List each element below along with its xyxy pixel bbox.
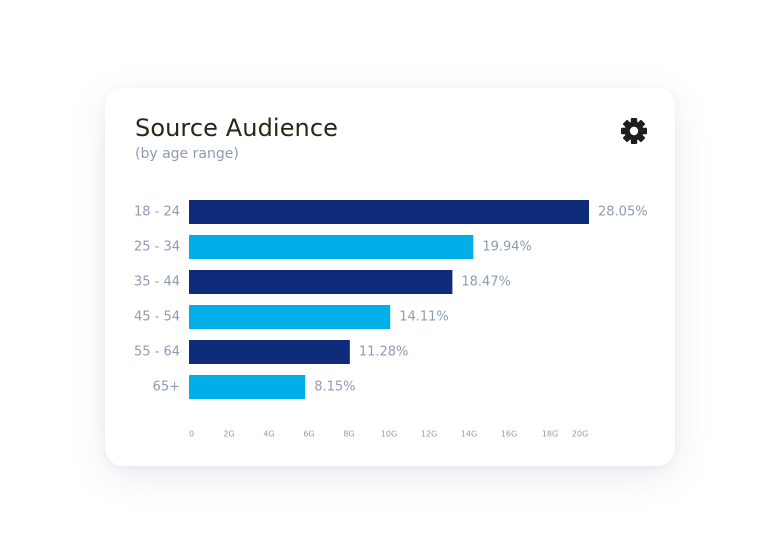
value-label: 14.11% <box>399 310 449 325</box>
gear-icon <box>621 118 647 144</box>
bar[interactable] <box>189 235 474 259</box>
card-title: Source Audience <box>135 114 339 142</box>
x-tick-label: 4G <box>263 430 274 439</box>
value-label: 11.28% <box>359 345 409 360</box>
value-label: 28.05% <box>598 205 648 220</box>
x-tick-label: 14G <box>461 430 477 439</box>
value-label: 19.94% <box>482 240 532 255</box>
x-tick-label: 8G <box>343 430 354 439</box>
x-tick-label: 18G <box>542 430 558 439</box>
settings-button[interactable] <box>619 116 649 146</box>
category-label: 35 - 44 <box>134 275 180 290</box>
x-tick-label: 0 <box>189 430 194 439</box>
bar[interactable] <box>189 270 453 294</box>
bar[interactable] <box>189 375 306 399</box>
category-label: 25 - 34 <box>134 240 180 255</box>
bar[interactable] <box>189 305 391 329</box>
card-subtitle: (by age range) <box>135 146 239 162</box>
x-tick-label: 2G <box>223 430 234 439</box>
category-label: 55 - 64 <box>134 345 180 360</box>
x-tick-label: 6G <box>303 430 314 439</box>
x-tick-label: 12G <box>421 430 437 439</box>
source-audience-card: Source Audience (by age range) 18 - 24 28… <box>105 88 675 466</box>
category-label: 18 - 24 <box>134 205 180 220</box>
x-tick-label: 10G <box>381 430 397 439</box>
bar[interactable] <box>189 200 589 224</box>
category-label: 65+ <box>153 380 180 395</box>
value-label: 18.47% <box>461 275 511 290</box>
x-tick-label: 16G <box>501 430 517 439</box>
age-range-bar-chart: 18 - 24 28.05% 25 - 34 19.94% 35 - 44 18.47% 4… <box>134 200 648 439</box>
x-tick-label: 20G <box>572 430 588 439</box>
category-label: 45 - 54 <box>134 310 180 325</box>
value-label: 8.15% <box>314 380 355 395</box>
bar[interactable] <box>189 340 350 364</box>
